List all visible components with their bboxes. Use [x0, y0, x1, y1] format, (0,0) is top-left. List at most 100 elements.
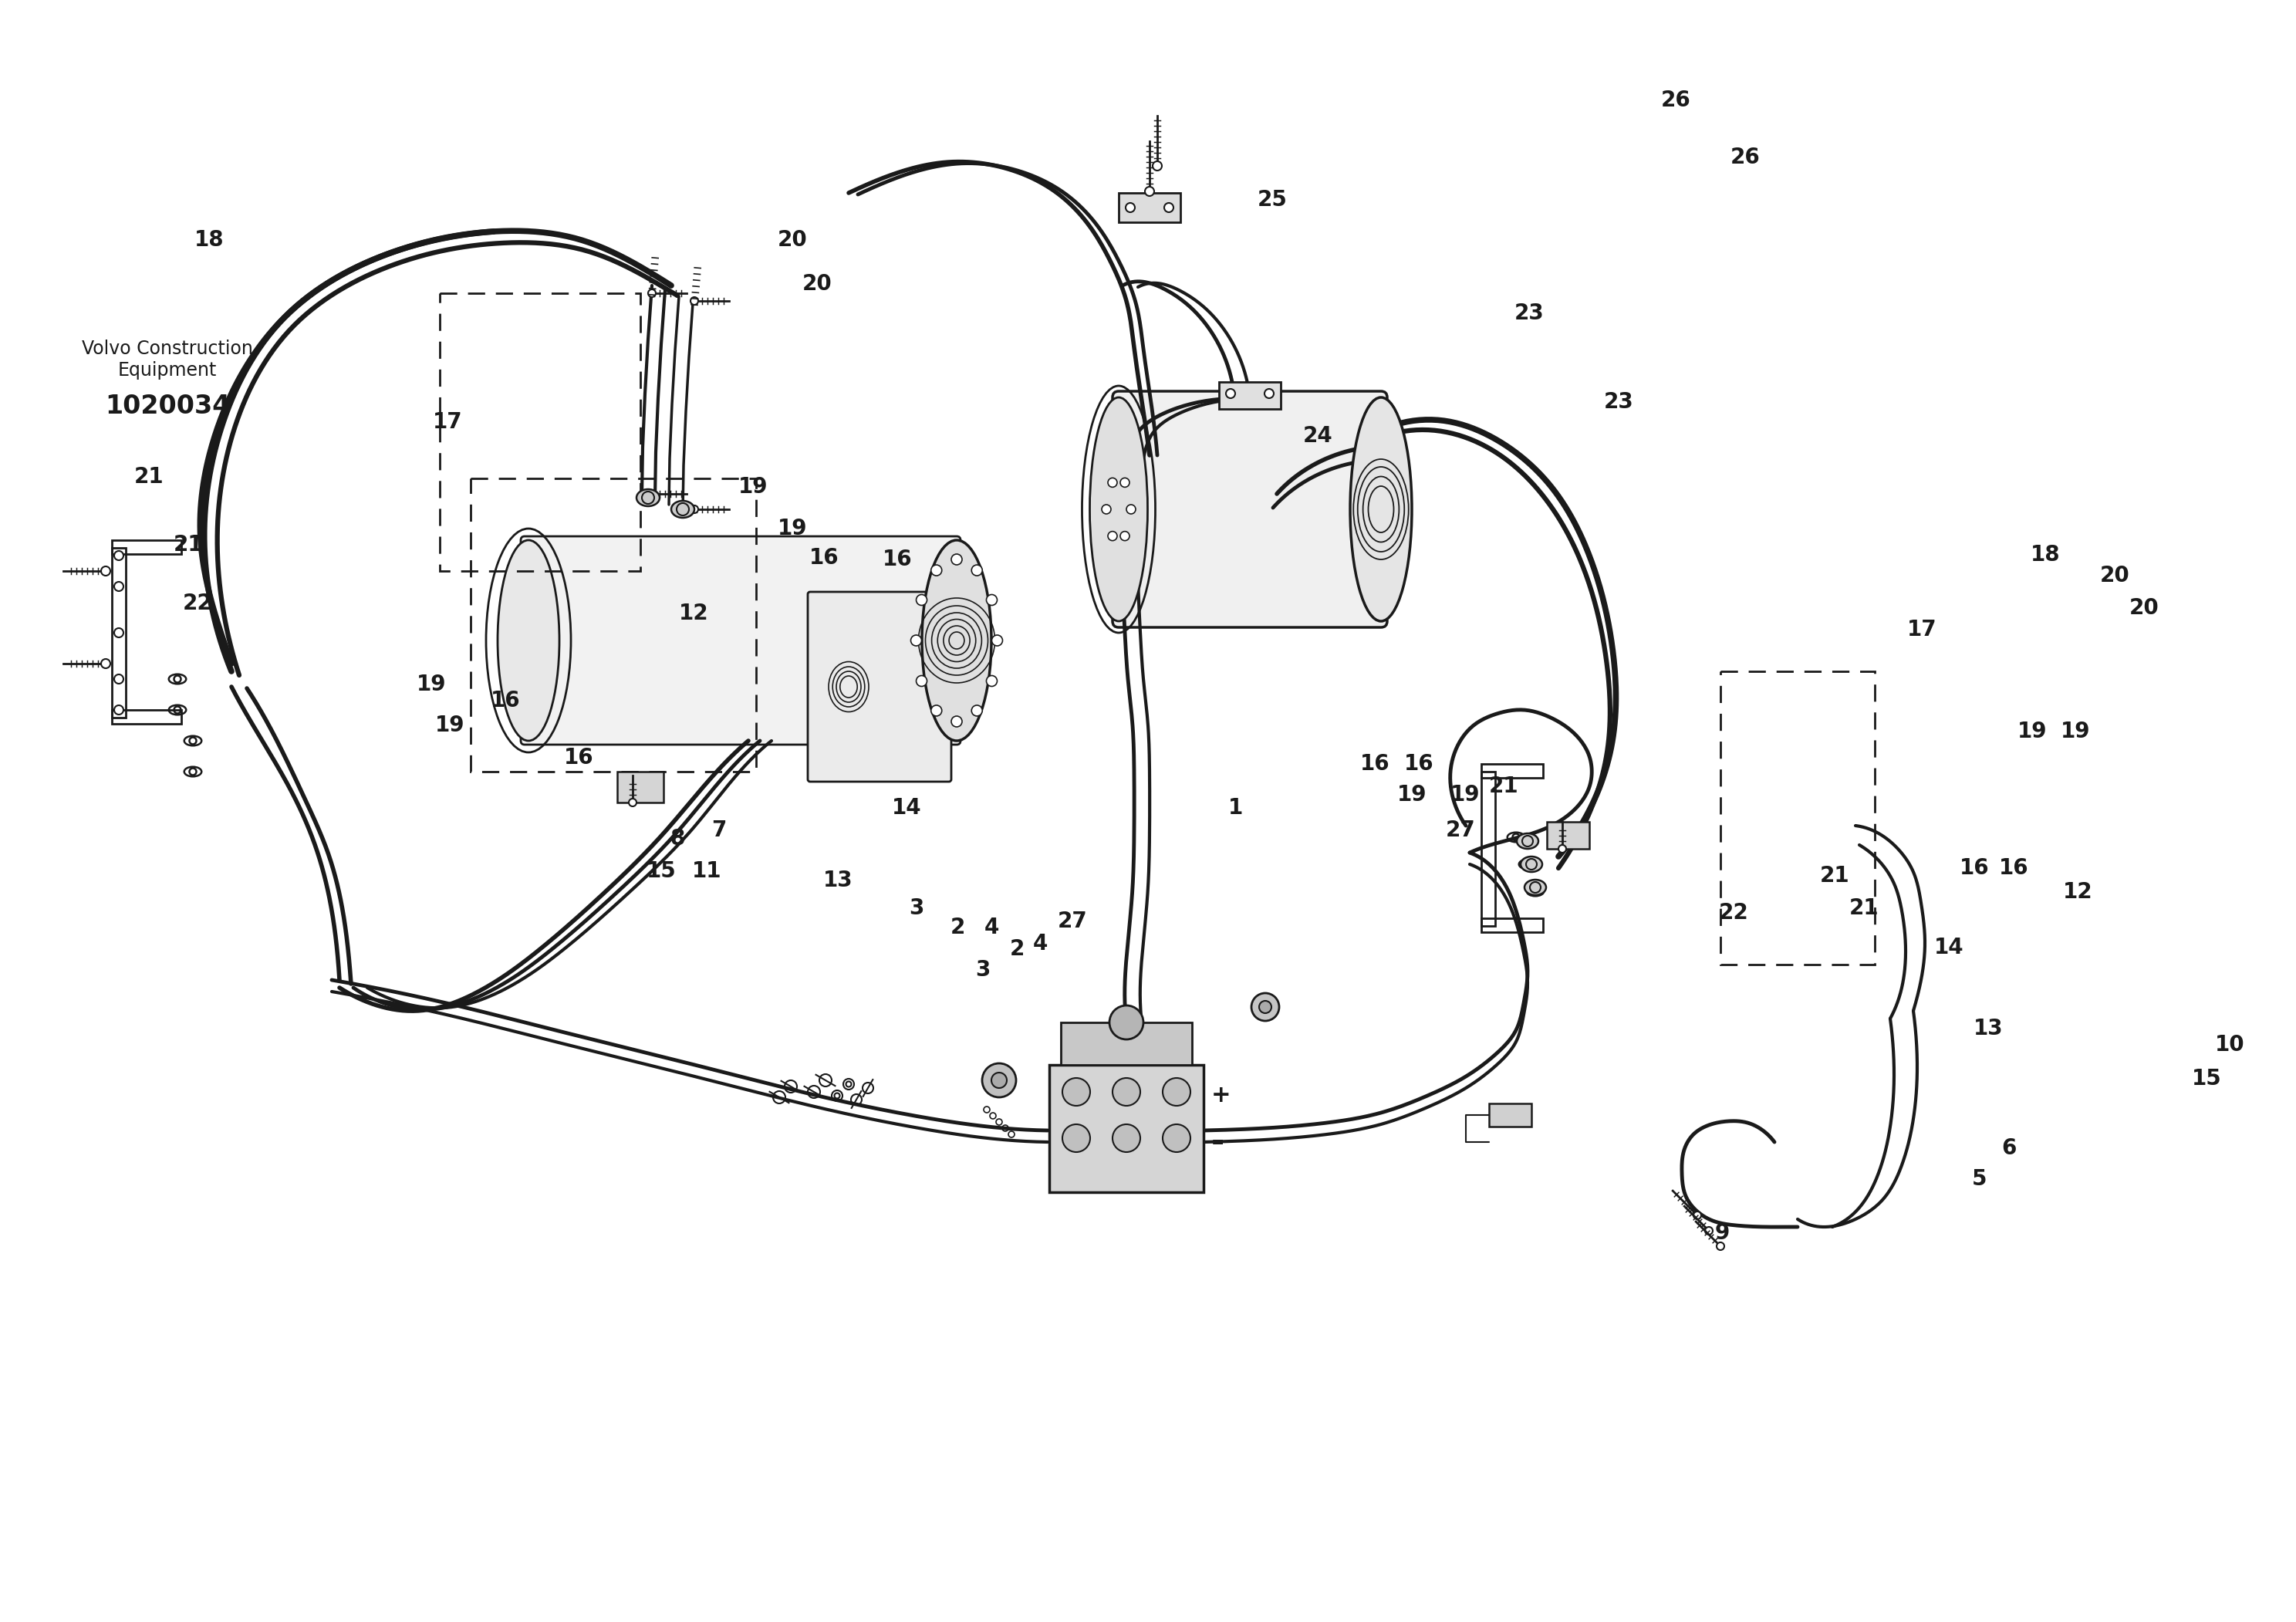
Text: 27: 27 [1056, 910, 1088, 933]
Text: 16: 16 [884, 548, 912, 571]
Circle shape [691, 297, 698, 305]
Text: 8: 8 [670, 827, 684, 850]
Bar [471, 478, 755, 772]
Bar [113, 540, 181, 555]
Text: 23: 23 [1513, 302, 1545, 324]
Text: 20: 20 [2099, 564, 2131, 587]
Circle shape [101, 659, 110, 668]
Text: 16: 16 [1961, 856, 1988, 879]
Text: 16: 16 [2000, 856, 2027, 879]
Text: 5: 5 [1972, 1168, 1986, 1191]
Circle shape [1162, 1124, 1189, 1152]
Bar [113, 548, 126, 717]
Circle shape [115, 675, 124, 684]
Text: 21: 21 [1851, 897, 1878, 920]
Text: 21: 21 [1490, 775, 1518, 798]
Ellipse shape [1525, 879, 1545, 895]
Text: 16: 16 [565, 746, 592, 769]
Text: 19: 19 [436, 714, 464, 736]
Text: 2: 2 [1010, 938, 1024, 960]
Text: 14: 14 [893, 796, 921, 819]
Text: 22: 22 [181, 592, 214, 615]
Circle shape [1162, 1079, 1189, 1106]
Circle shape [1109, 532, 1118, 540]
Text: 9: 9 [1715, 1221, 1729, 1244]
Text: 24: 24 [1302, 425, 1334, 448]
Circle shape [115, 628, 124, 637]
Text: 14: 14 [1936, 936, 1963, 959]
Text: 10: 10 [2216, 1033, 2243, 1056]
Text: 20: 20 [776, 229, 808, 251]
Circle shape [115, 706, 124, 715]
Text: 26: 26 [1729, 146, 1761, 169]
Text: 13: 13 [1975, 1017, 2002, 1040]
Bar [1118, 193, 1180, 222]
Bar [1490, 1103, 1531, 1127]
Text: +: + [1212, 1085, 1231, 1106]
Circle shape [1063, 1079, 1091, 1106]
Text: 3: 3 [976, 959, 990, 981]
Bar [441, 294, 641, 571]
Circle shape [691, 506, 698, 513]
Bar [618, 772, 664, 803]
Text: 18: 18 [195, 229, 223, 251]
Circle shape [971, 564, 983, 576]
Circle shape [951, 715, 962, 727]
Text: 12: 12 [680, 602, 707, 624]
Circle shape [1258, 1001, 1272, 1014]
Ellipse shape [670, 501, 693, 517]
Text: 19: 19 [418, 673, 445, 696]
Ellipse shape [498, 540, 560, 741]
Circle shape [1114, 1079, 1141, 1106]
Circle shape [983, 1064, 1017, 1096]
Text: 19: 19 [739, 475, 767, 498]
Circle shape [1706, 1226, 1713, 1234]
Text: 2: 2 [951, 916, 964, 939]
Circle shape [647, 490, 657, 498]
Ellipse shape [1350, 397, 1412, 621]
Bar [1219, 381, 1281, 409]
Circle shape [1063, 1124, 1091, 1152]
Text: 4: 4 [985, 916, 999, 939]
Circle shape [912, 636, 921, 646]
Text: 6: 6 [2002, 1137, 2016, 1160]
Circle shape [1251, 993, 1279, 1020]
Text: 11: 11 [693, 860, 721, 882]
Text: 16: 16 [810, 547, 838, 569]
FancyBboxPatch shape [521, 537, 960, 744]
Bar [1720, 672, 1876, 965]
Circle shape [987, 676, 996, 686]
Circle shape [1164, 203, 1173, 212]
Bar [1481, 918, 1543, 933]
Circle shape [115, 582, 124, 590]
Circle shape [1226, 389, 1235, 397]
Text: Equipment: Equipment [117, 362, 218, 380]
Circle shape [1109, 1006, 1143, 1040]
Text: 16: 16 [1362, 753, 1389, 775]
Ellipse shape [1520, 856, 1543, 873]
Circle shape [1559, 845, 1566, 853]
Text: 23: 23 [1603, 391, 1635, 414]
Circle shape [1146, 187, 1155, 196]
Circle shape [916, 595, 928, 605]
Circle shape [916, 676, 928, 686]
Ellipse shape [923, 540, 992, 741]
Text: 19: 19 [1451, 783, 1479, 806]
Text: 20: 20 [801, 272, 833, 295]
Circle shape [987, 595, 996, 605]
Text: Volvo Construction: Volvo Construction [83, 339, 253, 358]
Text: 13: 13 [824, 869, 852, 892]
Text: 7: 7 [712, 819, 726, 842]
Ellipse shape [1518, 834, 1538, 848]
Text: 21: 21 [1821, 865, 1848, 887]
Circle shape [992, 1072, 1008, 1088]
Ellipse shape [1091, 397, 1148, 621]
Text: 20: 20 [2128, 597, 2161, 620]
Text: 19: 19 [778, 517, 806, 540]
Bar [1481, 764, 1543, 779]
Bar [1049, 1066, 1203, 1192]
Text: 16: 16 [1405, 753, 1433, 775]
Circle shape [1694, 1212, 1701, 1220]
Text: 1: 1 [1228, 796, 1242, 819]
Text: 27: 27 [1444, 819, 1476, 842]
